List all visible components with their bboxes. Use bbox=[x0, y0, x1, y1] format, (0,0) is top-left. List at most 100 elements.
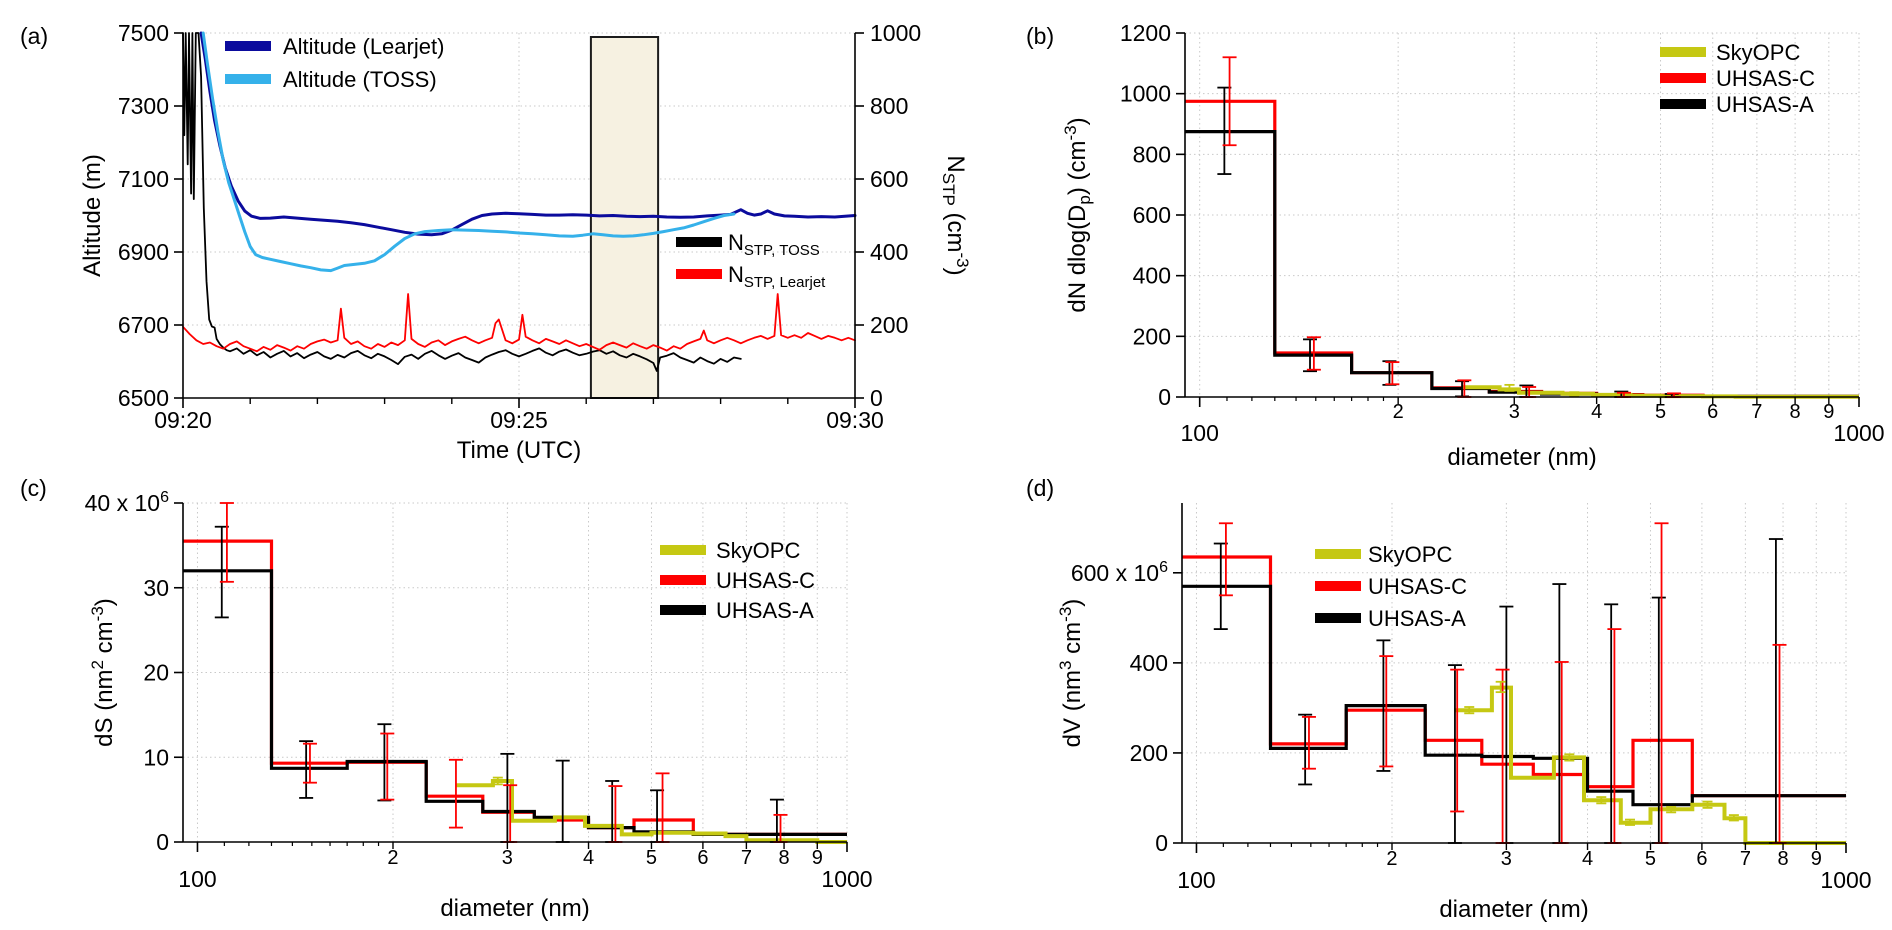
legend-item: UHSAS-C bbox=[1660, 66, 1815, 91]
tick-label: 7300 bbox=[118, 93, 169, 119]
error-bars-skyopc bbox=[1464, 680, 1739, 826]
tick-label: 200 bbox=[1133, 323, 1171, 349]
error-bars-uhsas-a bbox=[1217, 86, 1679, 398]
legend-label: UHSAS-A bbox=[1368, 606, 1466, 631]
tick-label-minor: 2 bbox=[1393, 401, 1404, 423]
legend-swatch-uhsas-a bbox=[660, 605, 706, 615]
tick-label-minor: 7 bbox=[741, 847, 752, 869]
tick-label-minor: 5 bbox=[1645, 848, 1656, 870]
legend-item: NSTP, Learjet bbox=[676, 262, 826, 291]
tick-label: 09:25 bbox=[490, 407, 548, 433]
axes: 0 10 20 30 40 x 106 2 3 4 5 6 7 8 9 100 1000 bbox=[85, 489, 873, 892]
legend-label: UHSAS-A bbox=[716, 598, 814, 623]
tick-label-minor: 3 bbox=[1501, 848, 1512, 870]
legend-item: UHSAS-C bbox=[660, 568, 815, 593]
x-axis-label: diameter (nm) bbox=[1439, 896, 1588, 923]
tick-label-minor: 6 bbox=[697, 847, 708, 869]
tick-label: 200 bbox=[870, 312, 908, 338]
error-bars-uhsas-c bbox=[1222, 56, 1681, 398]
panel-a: 6500 6700 6900 7100 7300 7500 0 200 400 600 800 100… bbox=[20, 20, 972, 464]
tick-label: 7100 bbox=[118, 166, 169, 192]
error-bars-skyopc bbox=[1504, 383, 1580, 397]
panel-d: 0 200 400 600 x 106 2 3 4 5 6 7 8 9 100 1000 diameter … bbox=[1026, 475, 1872, 923]
x-axis-label: Time (UTC) bbox=[457, 437, 581, 464]
series-skyopc bbox=[1454, 685, 1846, 845]
legend-item: UHSAS-A bbox=[1660, 92, 1814, 117]
tick-label: 0 bbox=[156, 829, 169, 855]
tick-label: 600 bbox=[1133, 202, 1171, 228]
legend-swatch-skyopc bbox=[1660, 47, 1706, 57]
tick-label-minor: 4 bbox=[1582, 848, 1593, 870]
tick-label-minor: 6 bbox=[1707, 401, 1718, 423]
tick-label: 200 bbox=[1130, 740, 1168, 766]
tick-label: 6900 bbox=[118, 239, 169, 265]
legend-item: SkyOPC bbox=[1660, 40, 1800, 65]
tick-label: 600 x 106 bbox=[1071, 559, 1168, 586]
series-uhsas-c bbox=[1182, 555, 1846, 798]
series-altitude-toss bbox=[201, 31, 736, 273]
legend-item: Altitude (TOSS) bbox=[225, 67, 437, 92]
y-axis-label: dV (nm3 cm-3) bbox=[1056, 599, 1086, 748]
tick-label: 6500 bbox=[118, 385, 169, 411]
axes: 0 200 400 600 x 106 2 3 4 5 6 7 8 9 100 1000 bbox=[1071, 503, 1872, 893]
legend-label: Altitude (TOSS) bbox=[283, 67, 437, 92]
legend-item: UHSAS-A bbox=[1315, 606, 1466, 631]
legend: Altitude (Learjet) Altitude (TOSS) bbox=[225, 34, 444, 92]
legend-swatch-skyopc bbox=[1315, 549, 1361, 559]
legend-label: UHSAS-C bbox=[716, 568, 815, 593]
legend-label: UHSAS-C bbox=[1716, 66, 1815, 91]
tick-label: 400 bbox=[1133, 263, 1171, 289]
tick-label: 1000 bbox=[1833, 420, 1884, 446]
legend-item: Altitude (Learjet) bbox=[225, 34, 444, 59]
y-axis-label-left: Altitude (m) bbox=[79, 154, 106, 277]
tick-label-minor: 6 bbox=[1696, 848, 1707, 870]
legend-swatch-n bbox=[676, 237, 722, 247]
tick-label: 40 x 106 bbox=[85, 489, 169, 516]
tick-label-minor: 5 bbox=[1655, 401, 1666, 423]
series-uhsas-a bbox=[183, 569, 847, 836]
tick-label-minor: 4 bbox=[583, 847, 594, 869]
legend-swatch-uhsas-a bbox=[1315, 613, 1361, 623]
tick-label: 1000 bbox=[1820, 867, 1871, 893]
legend-swatch-uhsas-a bbox=[1660, 99, 1706, 109]
tick-label-minor: 9 bbox=[812, 847, 823, 869]
axes: 0 200 400 600 800 1000 1200 2 3 4 5 6 7 8 9 100 1000 bbox=[1120, 20, 1885, 446]
tick-label: 800 bbox=[870, 93, 908, 119]
legend-item: UHSAS-C bbox=[1315, 574, 1467, 599]
tick-label: 7500 bbox=[118, 20, 169, 46]
series-altitude-learjet bbox=[199, 31, 857, 237]
tick-label: 0 bbox=[1155, 830, 1168, 856]
error-bars-uhsas-a bbox=[214, 525, 784, 843]
tick-label: 100 bbox=[178, 866, 216, 892]
legend-label: NSTP, Learjet bbox=[728, 262, 826, 291]
legend-swatch-uhsas-c bbox=[1315, 581, 1361, 591]
y-axis-label: dS (nm2 cm-3) bbox=[88, 598, 118, 747]
tick-label: 600 bbox=[870, 166, 908, 192]
series-nstp-learjet bbox=[182, 293, 856, 353]
legend-label: SkyOPC bbox=[1716, 40, 1800, 65]
legend-label: UHSAS-A bbox=[1716, 92, 1814, 117]
panel-d-grid bbox=[1182, 503, 1847, 843]
y-axis-label-right: NSTP (cm-3) bbox=[939, 155, 972, 275]
panel-letter-b: (b) bbox=[1026, 23, 1054, 49]
tick-label-minor: 8 bbox=[1777, 848, 1788, 870]
tick-label: 20 bbox=[143, 660, 169, 686]
tick-label-minor: 2 bbox=[387, 847, 398, 869]
tick-label-minor: 3 bbox=[1509, 401, 1520, 423]
tick-label-minor: 7 bbox=[1751, 401, 1762, 423]
legend: SkyOPC UHSAS-C UHSAS-A bbox=[1315, 542, 1467, 631]
x-axis-label: diameter (nm) bbox=[440, 895, 589, 922]
error-bars-uhsas-a bbox=[1213, 538, 1783, 844]
legend-swatch-uhsas-c bbox=[1660, 73, 1706, 83]
tick-label: 6700 bbox=[118, 312, 169, 338]
legend-item: SkyOPC bbox=[1315, 542, 1452, 567]
legend-label: SkyOPC bbox=[1368, 542, 1452, 567]
tick-label: 400 bbox=[870, 239, 908, 265]
tick-label: 1200 bbox=[1120, 20, 1171, 46]
tick-label: 0 bbox=[1158, 384, 1171, 410]
tick-label-minor: 9 bbox=[1811, 848, 1822, 870]
